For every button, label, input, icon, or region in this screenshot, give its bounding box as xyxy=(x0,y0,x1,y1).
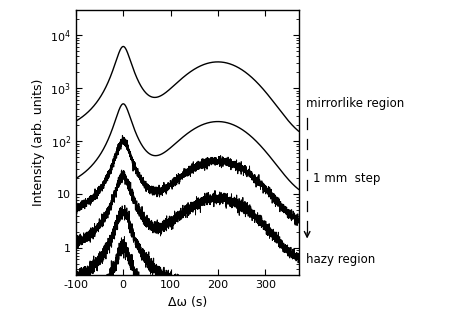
X-axis label: Δω (s): Δω (s) xyxy=(168,296,207,309)
Text: hazy region: hazy region xyxy=(306,253,375,266)
Text: 1 mm  step: 1 mm step xyxy=(313,172,380,185)
Y-axis label: Intensity (arb. units): Intensity (arb. units) xyxy=(32,79,45,206)
Text: mirrorlike region: mirrorlike region xyxy=(306,97,404,110)
